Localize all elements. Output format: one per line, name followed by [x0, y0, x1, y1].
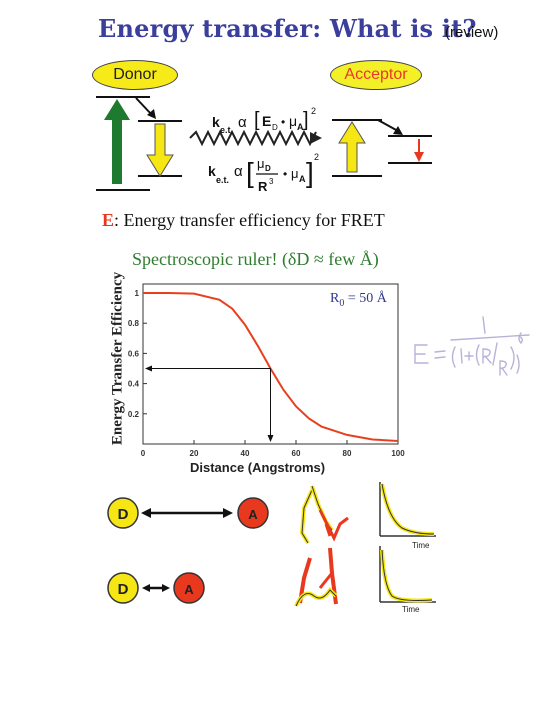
- donor-spectrum-near-outline: [295, 589, 337, 607]
- distance-arrowhead-near-left: [142, 584, 150, 592]
- bullet-2: •: [283, 167, 287, 181]
- y-tick-label: 1: [135, 289, 140, 298]
- rate2-k-sub: e.t.: [216, 175, 229, 185]
- e-sub: D: [272, 123, 278, 132]
- r0-symbol: R: [330, 291, 340, 306]
- x-ticks: 0 20 40 60 80 100: [141, 440, 405, 458]
- rate-expression-dipole: k e.t. α [ E D • μ A ] 2: [212, 106, 316, 135]
- y-tick-label: 0.6: [128, 349, 140, 358]
- acceptor-relaxation-arrowhead: [393, 126, 403, 135]
- spectrum-sketch-far: [300, 485, 349, 545]
- acceptor-spectrum-near-3: [318, 572, 334, 589]
- mu-a: μ: [289, 113, 297, 129]
- bracket2-close: ]: [306, 157, 314, 188]
- acceptor-label-far: A: [248, 507, 258, 522]
- x-axis-label: Distance (Angstroms): [190, 460, 326, 475]
- half-efficiency-arrowhead: [145, 365, 152, 372]
- x-tick-label: 20: [190, 449, 199, 458]
- page-title: Energy transfer: What is it?: [98, 14, 477, 43]
- decay-far-time-label: Time: [412, 541, 430, 550]
- bracket-open: [: [254, 109, 260, 131]
- fret-efficiency-chart: 0.2 0.4 0.6 0.8 1 0 20 40 60 80 100: [128, 283, 405, 458]
- mu-d: μ: [257, 156, 265, 171]
- donor-acceptor-pairs: D A D A: [107, 497, 269, 604]
- square-1: 2: [311, 106, 316, 116]
- rate-k: k: [212, 114, 220, 130]
- decay-far-curve-outline: [381, 483, 435, 535]
- acceptor-relaxation-arrow: [377, 119, 399, 132]
- donor-oval: Donor: [92, 60, 178, 90]
- acceptor-emission-arrowhead: [414, 152, 424, 162]
- decay-near-time-label: Time: [402, 605, 420, 614]
- x-tick-label: 0: [141, 449, 146, 458]
- spectroscopic-ruler-text: Spectroscopic ruler! (δD ≈ few Å): [132, 249, 379, 269]
- mu-d-sub: D: [265, 164, 271, 173]
- donor-relaxation-arrowhead: [147, 109, 156, 119]
- acceptor-spectrum-far: [318, 509, 349, 542]
- rate-expression-distance: k e.t. α [ μ D R 3 • μ A ] 2: [208, 152, 319, 194]
- decay-plot-near: Time: [379, 546, 436, 614]
- x-tick-label: 60: [292, 449, 301, 458]
- bullet-1: •: [281, 115, 285, 129]
- distance-arrowhead-far-left: [141, 508, 151, 518]
- acceptor-label-near: A: [184, 582, 194, 597]
- distance-arrowhead-near-right: [162, 584, 170, 592]
- distance-arrowhead-far-right: [223, 508, 233, 518]
- mu-a-2-sub: A: [299, 174, 306, 184]
- efficiency-text: : Energy transfer efficiency for FRET: [114, 210, 385, 230]
- mu-a-sub: A: [297, 122, 304, 132]
- transfer-arrowhead: [310, 132, 322, 144]
- r0-subscript: 0: [339, 297, 345, 309]
- donor-emission-arrow: [146, 123, 174, 177]
- mu-a-2: μ: [291, 166, 299, 181]
- x-tick-label: 80: [343, 449, 352, 458]
- donor-circle-near: [107, 572, 139, 604]
- efficiency-definition: E: Energy transfer efficiency for FRET: [102, 210, 385, 231]
- x-tick-label: 100: [391, 449, 405, 458]
- r0-value: = 50 Å: [344, 291, 387, 306]
- plot-frame: [142, 283, 399, 445]
- rate2-prop: α: [234, 163, 243, 180]
- r-exp: 3: [269, 177, 274, 186]
- acceptor-circle-near: [173, 572, 205, 604]
- donor-spectrum-far-2: [310, 485, 334, 532]
- rate-prop: α: [238, 114, 247, 131]
- y-tick-label: 0.8: [128, 319, 140, 328]
- donor-circle-far: [107, 497, 139, 529]
- decay-near-curve-outline: [381, 549, 433, 601]
- r0-arrowhead: [267, 435, 274, 442]
- decay-far-curve: [380, 483, 435, 536]
- acceptor-spectrum-far-2: [324, 523, 332, 537]
- e-term: E: [262, 113, 271, 129]
- r0-annotation: R0 = 50 Å: [330, 291, 387, 309]
- energy-level-diagram: k e.t. α [ E D • μ A ] 2 k e.t. α [ μ D …: [96, 96, 432, 194]
- review-label: (review): [445, 24, 499, 41]
- acceptor-oval: Acceptor: [330, 60, 422, 90]
- decay-plot-far: Time: [379, 482, 436, 550]
- transfer-wavy-arrow: [189, 129, 317, 147]
- donor-spectrum-far-outline: [301, 489, 313, 544]
- acceptor-absorption-arrow: [338, 121, 366, 173]
- y-ticks: 0.2 0.4 0.6 0.8 1: [128, 289, 147, 419]
- rate-k-sub: e.t.: [220, 125, 233, 135]
- bracket-close: ]: [303, 109, 309, 131]
- donor-label-far: D: [118, 506, 129, 523]
- y-tick-label: 0.4: [128, 380, 140, 389]
- rate2-k: k: [208, 163, 216, 179]
- square-2: 2: [314, 152, 319, 162]
- y-axis-label: Energy Transfer Efficiency: [109, 271, 126, 446]
- x-tick-label: 40: [241, 449, 250, 458]
- y-tick-label: 0.2: [128, 410, 140, 419]
- donor-label-near: D: [118, 581, 129, 598]
- efficiency-letter: E: [102, 210, 115, 230]
- spectra-sketches: [294, 485, 349, 607]
- r-term: R: [258, 179, 268, 194]
- donor-relaxation-arrow: [135, 97, 153, 116]
- handwritten-efficiency-formula: [414, 316, 530, 376]
- acceptor-circle-far: [237, 497, 269, 529]
- bracket2-open: [: [246, 157, 254, 188]
- spectrum-sketch-near: [294, 547, 338, 607]
- excitation-arrow: [104, 99, 130, 184]
- fluorescence-decays: Time Time: [379, 482, 436, 614]
